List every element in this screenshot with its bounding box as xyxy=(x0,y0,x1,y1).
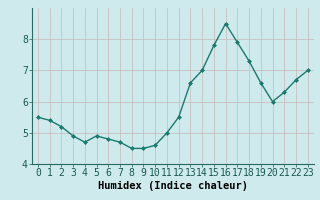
X-axis label: Humidex (Indice chaleur): Humidex (Indice chaleur) xyxy=(98,181,248,191)
